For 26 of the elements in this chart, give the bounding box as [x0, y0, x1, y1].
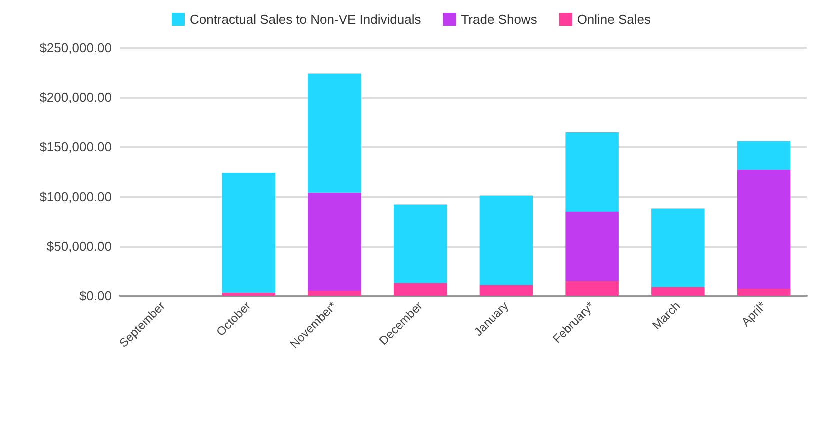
y-tick-label: $100,000.00: [40, 189, 112, 204]
bar: [308, 291, 362, 296]
bar: [737, 170, 791, 290]
bar: [737, 289, 791, 296]
legend-label: Contractual Sales to Non-VE Individuals: [190, 12, 422, 27]
legend-label: Trade Shows: [461, 12, 538, 27]
bar: [222, 172, 276, 294]
y-tick-label: $50,000.00: [46, 238, 112, 254]
bar: [394, 283, 448, 296]
bar: [480, 196, 534, 286]
y-tick-label: $200,000.00: [40, 90, 112, 106]
bar: [222, 293, 276, 296]
bar: [566, 212, 619, 282]
y-tick-label: $150,000.00: [40, 140, 112, 155]
bar: [480, 285, 534, 296]
y-tick-label: $250,000.00: [40, 40, 112, 56]
bar: [566, 281, 619, 296]
bar: [566, 132, 619, 212]
legend-label: Online Sales: [577, 12, 652, 27]
bar: [737, 141, 791, 170]
bar: [652, 208, 705, 288]
bar: [308, 74, 362, 193]
y-tick-label: $0.00: [79, 288, 112, 304]
bar: [308, 192, 362, 292]
bar: [652, 287, 705, 296]
bar: [394, 204, 448, 284]
